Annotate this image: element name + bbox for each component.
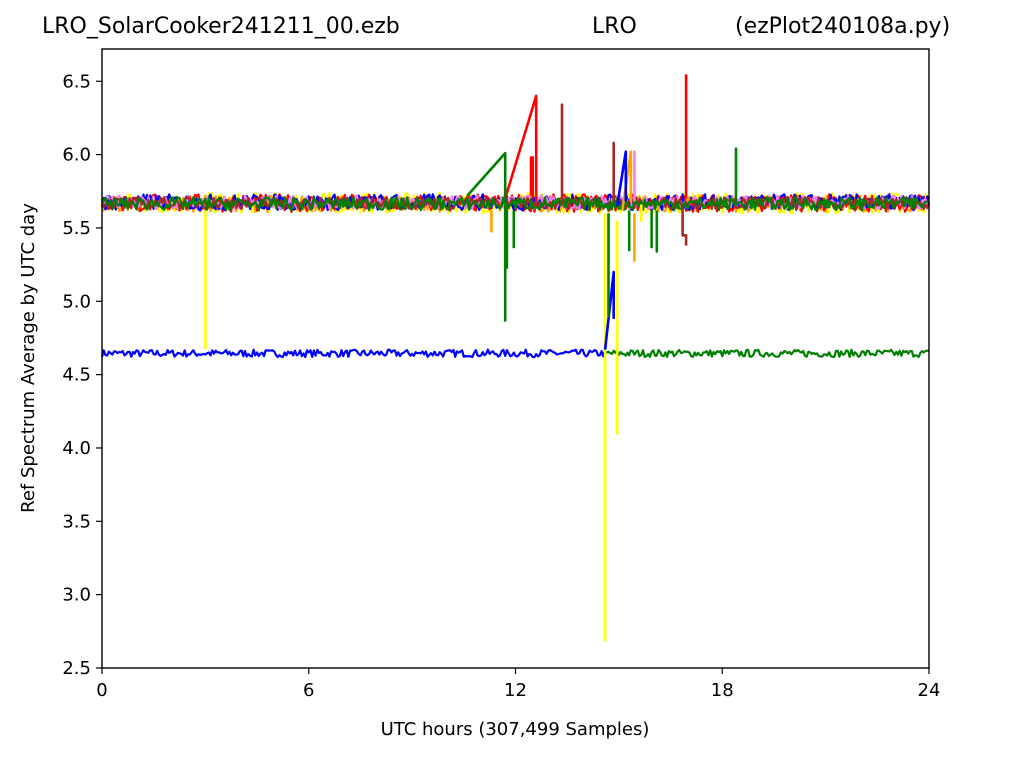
y-tick-label-7: 6.0 (62, 145, 91, 166)
x-axis-label: UTC hours (307,499 Samples) (381, 719, 650, 740)
x-tick-label-3: 18 (711, 680, 734, 701)
y-tick-label-4: 4.5 (62, 365, 91, 386)
y-tick-label-6: 5.5 (62, 218, 91, 239)
x-tick-label-2: 12 (504, 680, 527, 701)
x-tick-label-4: 24 (918, 680, 941, 701)
y-tick-label-5: 5.0 (62, 291, 91, 312)
series-red-0 (503, 94, 538, 202)
y-tick-label-3: 4.0 (62, 438, 91, 459)
y-tick-label-2: 3.5 (62, 511, 91, 532)
y-tick-label-1: 3.0 (62, 585, 91, 606)
band-green-8 (101, 196, 930, 212)
y-tick-label-8: 6.5 (62, 71, 91, 92)
y-axis-ticks: 2.5 3.0 3.5 4.0 4.5 5.0 5.5 6.0 6.5 (62, 71, 102, 679)
chart-title-filename: LRO_SolarCooker241211_00.ezb (42, 14, 400, 39)
band-green-1 (604, 348, 930, 359)
chart-title-script: (ezPlot240108a.py) (735, 14, 951, 39)
y-axis-label: Ref Spectrum Average by UTC day (18, 203, 39, 513)
y-tick-label-0: 2.5 (62, 658, 91, 679)
series-blue-14 (603, 270, 616, 350)
series-red-1 (529, 156, 535, 199)
chart-title-station: LRO (592, 14, 637, 39)
band-blue-0 (100, 348, 607, 359)
x-axis-ticks: 0 6 12 18 24 (96, 668, 940, 701)
plot-frame (101, 48, 930, 669)
x-tick-label-0: 0 (96, 680, 107, 701)
series-lines (204, 74, 738, 642)
x-tick-label-1: 6 (303, 680, 314, 701)
series-brown-5 (681, 207, 688, 246)
series-blue-15 (615, 150, 628, 207)
sample-bands (100, 191, 931, 359)
series-green-16 (466, 151, 507, 322)
